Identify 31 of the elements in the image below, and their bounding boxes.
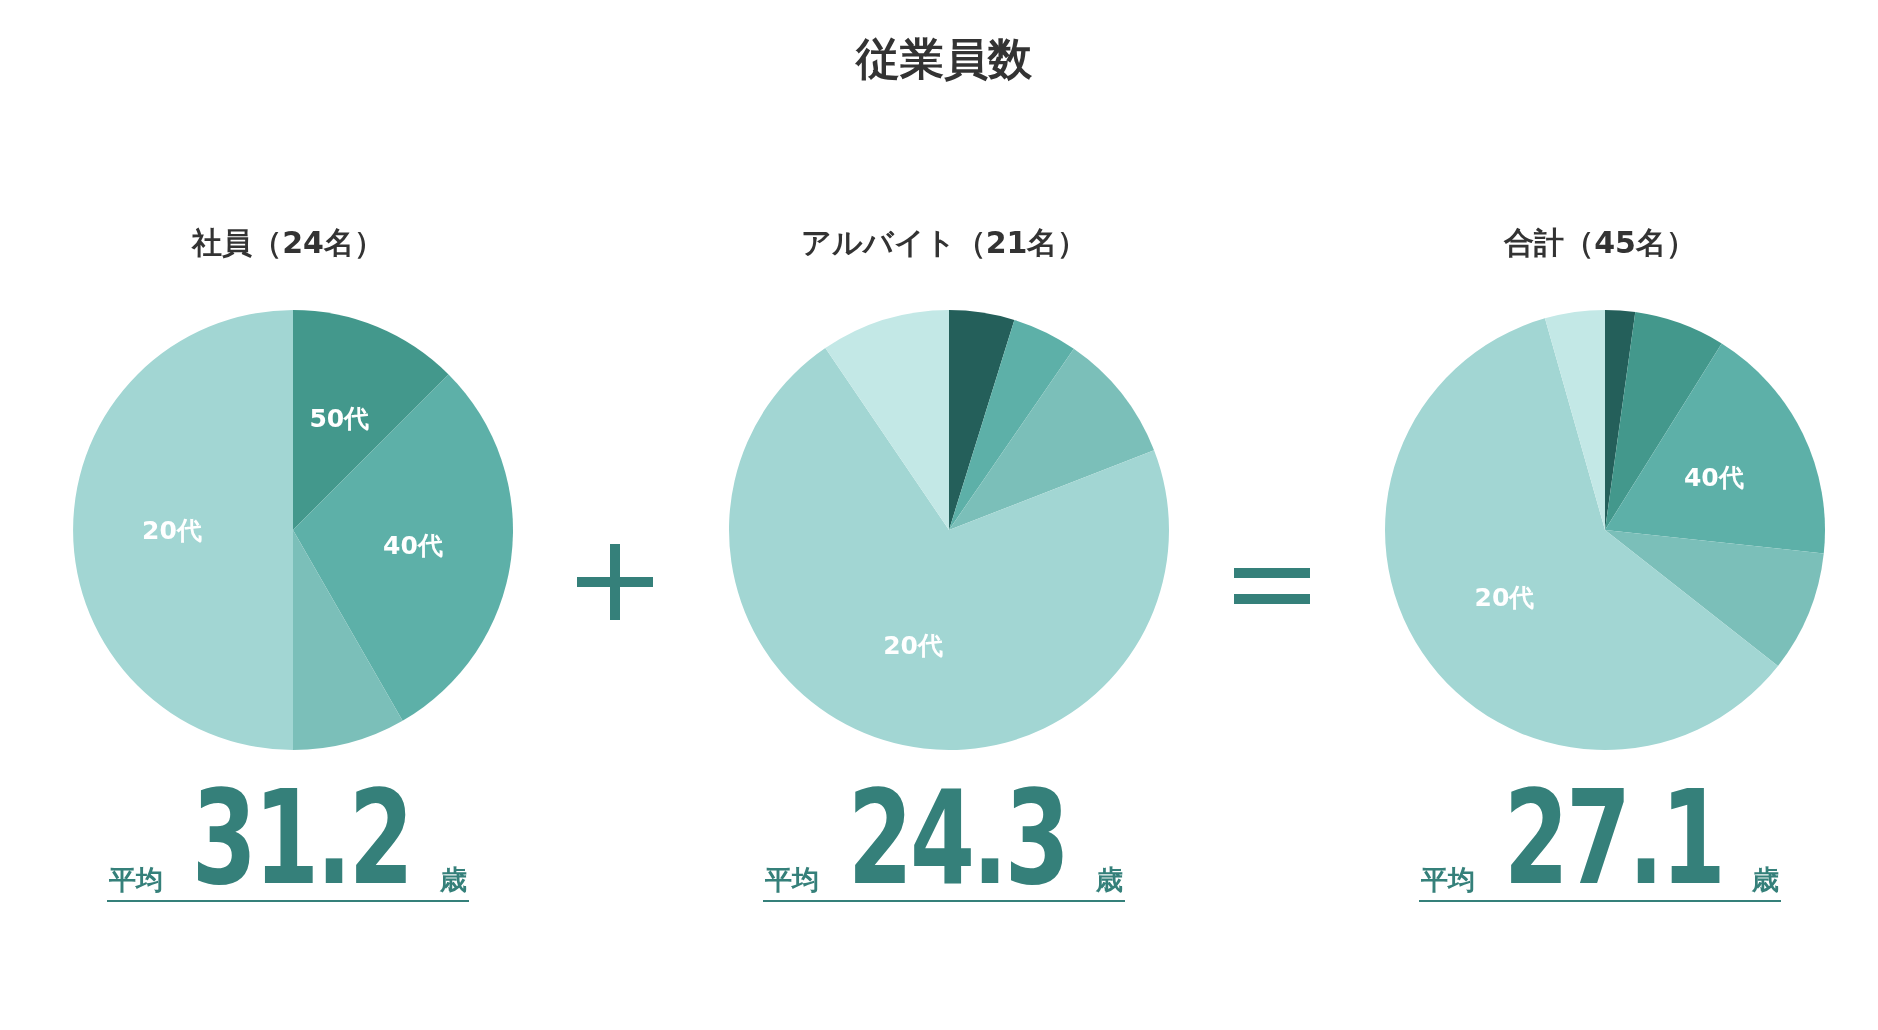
- chart-subtitle: 合計（45名）: [1502, 224, 1697, 262]
- pie-slice: [293, 374, 513, 721]
- text: 平均: [1421, 863, 1476, 897]
- chart-title: 従業員数: [854, 32, 1033, 86]
- pie-slice: [949, 310, 1015, 530]
- slice-label: 50代: [309, 403, 370, 433]
- text: 歳: [1095, 863, 1123, 897]
- pie-slice: [1605, 530, 1824, 666]
- slice-label: 40代: [1683, 462, 1744, 492]
- chart-subtitle: アルバイト（21名）: [799, 224, 1089, 262]
- pie-slice: [73, 310, 293, 750]
- slice-label: 20代: [883, 631, 943, 661]
- pie-slice: [1385, 318, 1778, 750]
- text: 歳: [1751, 863, 1779, 897]
- pie-slice: [949, 348, 1155, 530]
- text: 平均: [765, 863, 820, 897]
- text: 24.3: [847, 762, 1068, 914]
- text: 31.2: [191, 762, 412, 914]
- text: 27.1: [1503, 762, 1724, 914]
- slice-label: 40代: [383, 531, 443, 561]
- pie-slice: [293, 310, 449, 530]
- pie-slice: [949, 319, 1074, 530]
- slice-label: 20代: [1474, 582, 1535, 612]
- chart-subtitle: 社員（24名）: [190, 224, 385, 262]
- pie-slice: [825, 310, 949, 530]
- pie-slice: [729, 348, 1169, 750]
- text: 平均: [109, 863, 164, 897]
- text: 歳: [439, 863, 467, 897]
- pie-slice: [1544, 310, 1605, 530]
- slice-label: 20代: [142, 515, 202, 545]
- pie-slice: [1605, 343, 1825, 554]
